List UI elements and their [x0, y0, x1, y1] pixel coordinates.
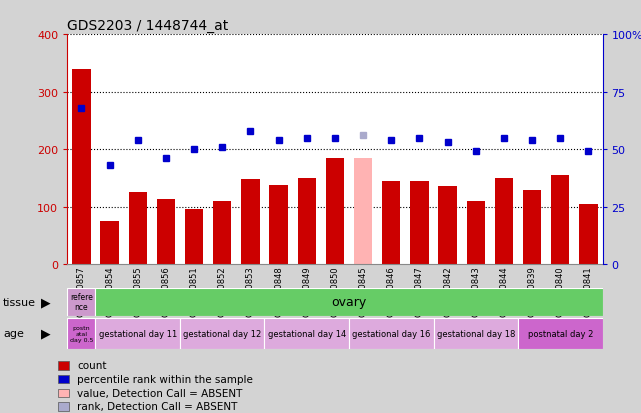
Text: postnatal day 2: postnatal day 2: [528, 329, 593, 338]
Text: percentile rank within the sample: percentile rank within the sample: [77, 374, 253, 384]
Bar: [185, 210, 203, 264]
Text: ▶: ▶: [41, 327, 51, 340]
Text: age: age: [3, 328, 24, 339]
Bar: [265, 318, 349, 349]
Bar: [523, 191, 541, 264]
Bar: [67, 318, 96, 349]
Text: value, Detection Call = ABSENT: value, Detection Call = ABSENT: [77, 388, 242, 398]
Bar: [467, 201, 485, 264]
Text: postn
atal
day 0.5: postn atal day 0.5: [70, 325, 93, 342]
Bar: [438, 187, 457, 264]
Bar: [129, 193, 147, 264]
Bar: [72, 69, 90, 264]
Bar: [382, 181, 401, 264]
Bar: [354, 158, 372, 264]
Bar: [326, 158, 344, 264]
Bar: [518, 318, 603, 349]
Bar: [101, 221, 119, 264]
Bar: [180, 318, 265, 349]
Bar: [349, 318, 433, 349]
Text: gestational day 12: gestational day 12: [183, 329, 262, 338]
Bar: [297, 178, 316, 264]
Text: GDS2203 / 1448744_at: GDS2203 / 1448744_at: [67, 19, 229, 33]
Bar: [269, 185, 288, 264]
Bar: [495, 178, 513, 264]
Text: refere
nce: refere nce: [70, 292, 93, 311]
Text: gestational day 14: gestational day 14: [268, 329, 346, 338]
Text: count: count: [77, 361, 106, 370]
Text: gestational day 18: gestational day 18: [437, 329, 515, 338]
Bar: [433, 318, 518, 349]
Text: tissue: tissue: [3, 297, 36, 307]
Text: gestational day 16: gestational day 16: [352, 329, 431, 338]
Bar: [157, 199, 175, 264]
Bar: [579, 204, 597, 264]
Text: rank, Detection Call = ABSENT: rank, Detection Call = ABSENT: [77, 401, 237, 411]
Text: ovary: ovary: [331, 295, 367, 309]
Text: gestational day 11: gestational day 11: [99, 329, 177, 338]
Bar: [213, 201, 231, 264]
Bar: [96, 318, 180, 349]
Bar: [551, 176, 569, 264]
Bar: [410, 181, 429, 264]
Text: ▶: ▶: [41, 295, 51, 309]
Bar: [67, 288, 96, 316]
Bar: [241, 180, 260, 264]
